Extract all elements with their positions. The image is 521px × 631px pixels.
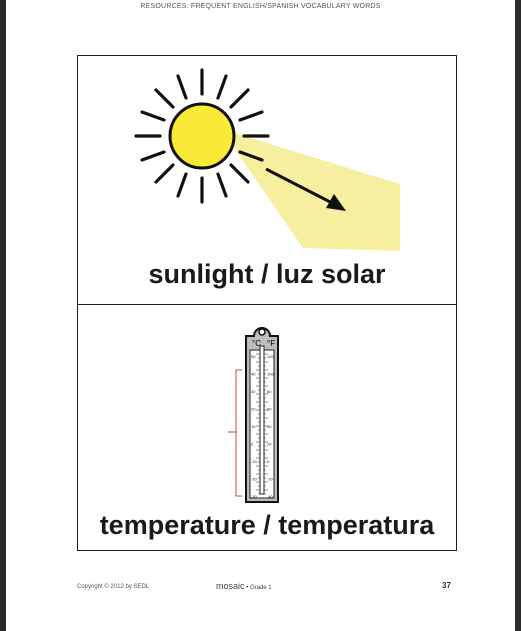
card-temperature: °C °F 50 40 30 20 10 0 -10 -20 -30 120 100 80 60 40 2… xyxy=(78,304,456,551)
celsius-tick-label: -30 xyxy=(251,494,258,499)
fahrenheit-tick-label: -20 xyxy=(267,477,274,482)
grade-label: • Grade 1 xyxy=(244,585,272,591)
fahrenheit-tick-label: 80 xyxy=(267,389,272,394)
scale-c-label: °C xyxy=(252,339,261,348)
program-name: mosaic xyxy=(216,581,245,591)
caption-temperature: temperature / temperatura xyxy=(99,510,435,540)
page-number: 37 xyxy=(442,581,451,590)
celsius-tick-label: 50 xyxy=(251,354,256,359)
fahrenheit-tick-label: 120 xyxy=(267,354,274,359)
celsius-tick-label: 30 xyxy=(251,389,256,394)
program-label: mosaic • Grade 1 xyxy=(216,581,272,591)
fahrenheit-tick-label: 60 xyxy=(267,407,272,412)
sun-icon xyxy=(134,68,400,251)
caption-sunlight: sunlight / luz solar xyxy=(148,259,386,289)
copyright-text: Copyright © 2012 by SEDL xyxy=(77,584,150,590)
celsius-tick-label: -20 xyxy=(251,477,258,482)
card-sunlight: sunlight / luz solar xyxy=(78,56,456,305)
celsius-tick-label: 10 xyxy=(251,424,256,429)
page-header: RESOURCES: FREQUENT ENGLISH/SPANISH VOCA… xyxy=(140,3,381,10)
fahrenheit-tick-label: -40 xyxy=(267,494,274,499)
celsius-tick-label: 20 xyxy=(251,407,256,412)
fahrenheit-tick-label: 0 xyxy=(267,459,270,464)
scale-f-label: °F xyxy=(267,339,275,348)
celsius-tick-label: 40 xyxy=(251,372,256,377)
vocabulary-cards: sunlight / luz solar °C °F 50 40 30 20 10 0 -1… xyxy=(77,55,457,551)
fahrenheit-tick-label: 20 xyxy=(267,442,272,447)
celsius-tick-label: 0 xyxy=(251,442,254,447)
fahrenheit-tick-label: 100 xyxy=(267,372,274,377)
page: RESOURCES: FREQUENT ENGLISH/SPANISH VOCA… xyxy=(6,0,515,631)
celsius-tick-label: -10 xyxy=(251,459,258,464)
fahrenheit-tick-label: 40 xyxy=(267,424,272,429)
